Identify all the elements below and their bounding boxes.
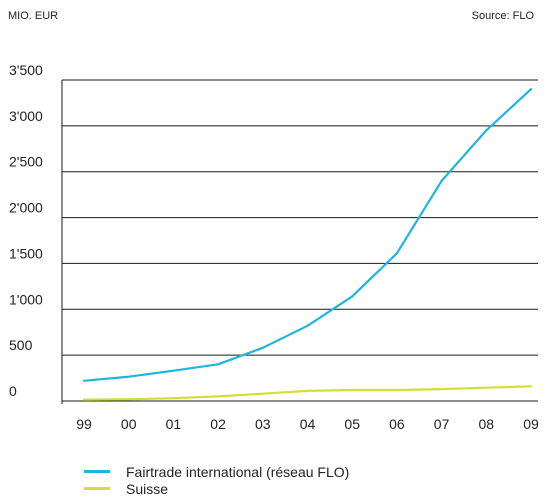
legend-item-suisse: Suisse xyxy=(84,480,349,497)
chart-legend: Fairtrade international (réseau FLO) Sui… xyxy=(84,463,349,497)
x-tick-label: 00 xyxy=(121,416,137,432)
y-tick-label: 3'500 xyxy=(9,62,43,78)
legend-label-suisse: Suisse xyxy=(126,480,169,497)
source-label: Source: FLO xyxy=(471,10,534,22)
y-tick-label: 500 xyxy=(9,337,33,353)
series-line-fairtrade xyxy=(82,88,533,382)
line-chart: 0 500 1'000 1'500 2'000 2'500 3'000 3'500 99 00 01… xyxy=(9,62,539,432)
y-tick-label: 2'500 xyxy=(9,154,43,170)
x-tick-label: 05 xyxy=(344,416,360,432)
x-tick-label: 99 xyxy=(76,416,92,432)
y-tick-label: 2'000 xyxy=(9,200,43,216)
legend-swatch-fairtrade xyxy=(84,470,110,473)
series-line-suisse xyxy=(82,385,533,401)
y-tick-label: 1'500 xyxy=(9,245,43,261)
unit-label: MIO. EUR xyxy=(8,10,59,22)
x-tick-label: 01 xyxy=(166,416,182,432)
x-tick-label: 08 xyxy=(479,416,495,432)
x-tick-label: 06 xyxy=(389,416,405,432)
x-tick-label: 07 xyxy=(434,416,450,432)
legend-swatch-suisse xyxy=(84,487,110,490)
x-tick-label: 09 xyxy=(523,416,539,432)
y-tick-label: 0 xyxy=(9,383,17,399)
y-tick-label: 1'000 xyxy=(9,291,43,307)
x-tick-label: 03 xyxy=(255,416,271,432)
y-tick-label: 3'000 xyxy=(9,108,43,124)
x-tick-label: 02 xyxy=(210,416,226,432)
legend-item-fairtrade: Fairtrade international (réseau FLO) xyxy=(84,463,349,480)
x-tick-label: 04 xyxy=(300,416,316,432)
legend-label-fairtrade: Fairtrade international (réseau FLO) xyxy=(126,463,350,480)
